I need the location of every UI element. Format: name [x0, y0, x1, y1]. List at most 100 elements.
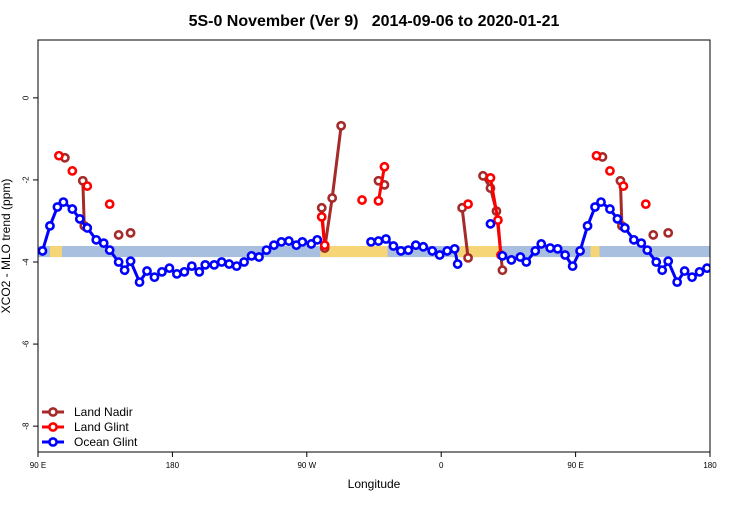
point: [612, 214, 623, 224]
point: [497, 250, 508, 261]
point: [485, 218, 496, 229]
point: [113, 230, 124, 240]
point: [91, 234, 102, 245]
point: [98, 238, 109, 249]
point: [113, 257, 124, 267]
point: [164, 263, 175, 274]
point: [134, 277, 145, 288]
point: [327, 193, 338, 203]
point: [418, 241, 429, 252]
point: [381, 234, 391, 244]
point: [316, 202, 327, 213]
point: [246, 250, 257, 261]
point: [239, 257, 249, 267]
point: [52, 202, 63, 212]
point: [651, 257, 662, 267]
point: [395, 246, 406, 256]
point: [575, 246, 585, 256]
point: [506, 255, 517, 265]
point: [149, 272, 160, 283]
point: [67, 166, 78, 176]
legend-marker: [48, 407, 58, 417]
point: [104, 245, 115, 256]
point: [312, 234, 323, 245]
chart-title: 5S-0 November (Ver 9) 2014-09-06 to 2020…: [189, 13, 560, 30]
point: [410, 240, 421, 251]
point: [179, 266, 190, 277]
point: [463, 253, 473, 263]
plot-frame: [37, 39, 711, 453]
point: [485, 172, 496, 183]
point: [104, 199, 115, 210]
legend-label: Ocean Glint: [74, 435, 138, 449]
point: [648, 230, 659, 240]
point: [125, 227, 136, 238]
y-tick-label: -2: [21, 176, 30, 184]
point: [497, 265, 508, 276]
x-tick-label: 180: [703, 461, 717, 470]
y-tick-label: -8: [21, 422, 30, 430]
point: [82, 223, 93, 233]
point: [672, 277, 683, 288]
point: [449, 243, 460, 254]
point: [261, 245, 272, 256]
point: [545, 243, 556, 253]
point: [74, 214, 85, 224]
point: [567, 261, 578, 272]
point: [269, 240, 279, 251]
point: [336, 120, 347, 131]
point: [231, 261, 242, 272]
point: [254, 252, 264, 262]
point: [142, 266, 152, 276]
point: [403, 245, 414, 256]
point: [478, 170, 488, 181]
point: [452, 259, 463, 269]
point: [694, 266, 705, 277]
plot-area: [38, 120, 710, 288]
land-band: [454, 246, 500, 258]
point: [82, 181, 93, 191]
x-tick-label: 90 E: [567, 461, 583, 470]
point: [194, 266, 205, 277]
point: [515, 252, 526, 262]
legend-label: Land Nadir: [74, 405, 133, 419]
point: [657, 265, 668, 276]
point: [521, 257, 532, 267]
point: [209, 259, 220, 270]
point: [679, 266, 690, 276]
y-tick-label: -4: [21, 258, 30, 266]
point: [67, 204, 78, 214]
series-line: [460, 207, 470, 259]
point: [224, 259, 235, 269]
point: [283, 236, 294, 246]
point: [628, 234, 639, 245]
point: [702, 263, 710, 274]
point: [636, 238, 647, 249]
x-tick-label: 90 E: [30, 461, 46, 470]
point: [171, 269, 182, 279]
land-band: [49, 246, 62, 258]
point: [38, 246, 48, 256]
point: [552, 243, 563, 254]
x-tick-label: 180: [166, 461, 180, 470]
point: [687, 272, 697, 283]
series-line: [377, 166, 386, 202]
point: [319, 240, 330, 251]
point: [590, 202, 600, 212]
legend-marker: [48, 422, 58, 432]
point: [642, 245, 653, 256]
point: [316, 211, 327, 222]
point: [536, 239, 547, 249]
point: [186, 261, 197, 272]
point: [297, 236, 308, 247]
point: [366, 236, 376, 247]
point: [463, 199, 473, 210]
point: [357, 195, 367, 205]
point: [560, 250, 571, 260]
land-band: [590, 246, 600, 258]
point: [373, 195, 384, 206]
point: [58, 197, 69, 207]
point: [596, 197, 606, 207]
legend-label: Land Glint: [74, 420, 129, 434]
